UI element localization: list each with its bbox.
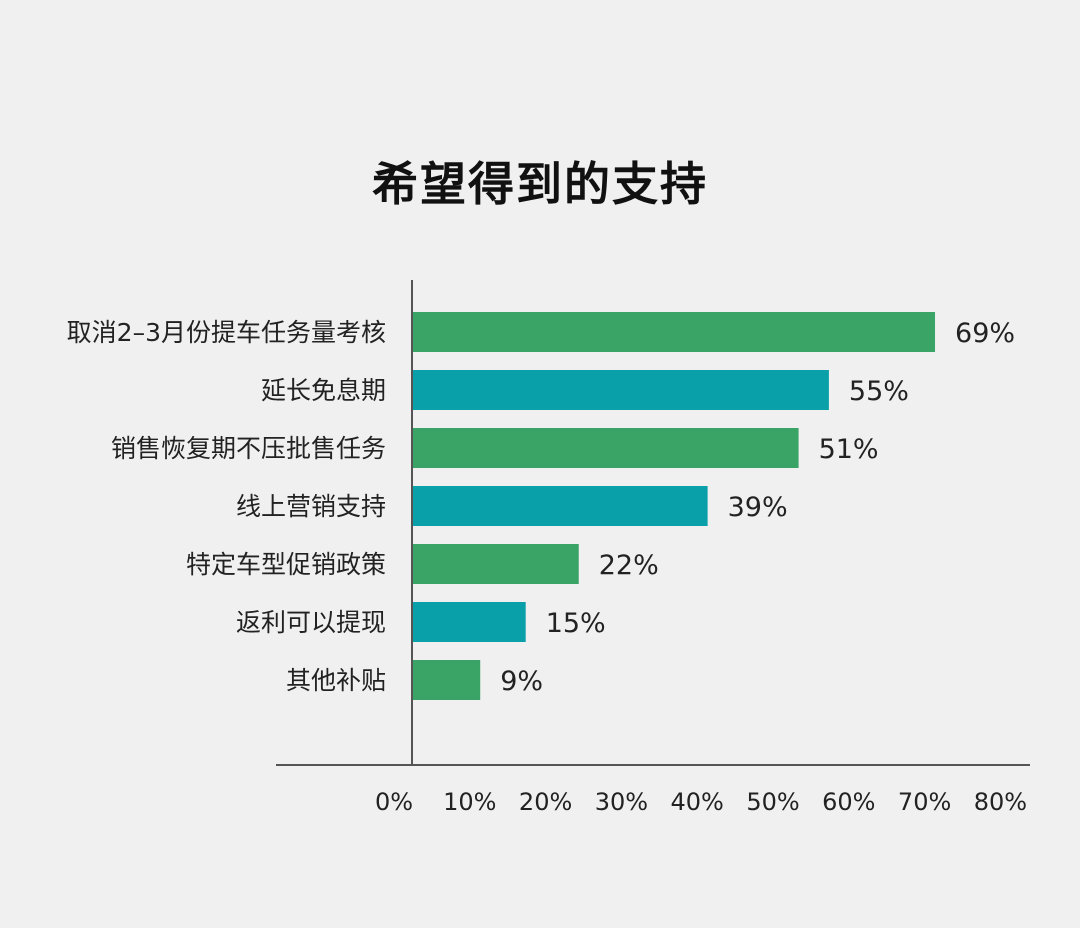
category-label-5: 返利可以提现 <box>236 608 386 637</box>
x-tick-label-4: 40% <box>671 788 724 816</box>
x-tick-label-3: 30% <box>595 788 648 816</box>
x-tick-label-2: 20% <box>519 788 572 816</box>
bar-1 <box>412 370 829 410</box>
value-label-5: 15% <box>546 608 606 639</box>
value-label-3: 39% <box>728 492 788 523</box>
bar-0 <box>412 312 936 352</box>
axes-layer <box>276 280 1030 766</box>
x-tick-label-5: 50% <box>746 788 799 816</box>
x-tick-label-0: 0% <box>375 788 413 816</box>
x-tick-label-8: 80% <box>974 788 1027 816</box>
bar-4 <box>412 544 579 584</box>
category-label-0: 取消2–3月份提车任务量考核 <box>67 318 386 347</box>
x-tick-label-7: 70% <box>898 788 951 816</box>
category-label-2: 销售恢复期不压批售任务 <box>111 434 386 463</box>
value-label-4: 22% <box>599 550 659 581</box>
category-label-4: 特定车型促销政策 <box>186 550 386 579</box>
bar-6 <box>412 660 481 700</box>
bar-5 <box>412 602 526 642</box>
x-tick-label-1: 10% <box>443 788 496 816</box>
value-label-0: 69% <box>955 318 1015 349</box>
value-label-2: 51% <box>819 434 879 465</box>
bar-2 <box>412 428 799 468</box>
bars-layer <box>412 312 936 700</box>
chart-title: 希望得到的支持 <box>372 157 708 211</box>
category-label-1: 延长免息期 <box>261 376 386 405</box>
category-label-6: 其他补贴 <box>286 666 386 695</box>
labels-layer: 取消2–3月份提车任务量考核 69% 延长免息期 55% 销售恢复期不压批售任务 51% 线… <box>67 318 1027 816</box>
bar-3 <box>412 486 708 526</box>
category-label-3: 线上营销支持 <box>236 492 386 521</box>
x-tick-label-6: 60% <box>822 788 875 816</box>
value-label-1: 55% <box>849 376 909 407</box>
value-label-6: 9% <box>500 666 543 697</box>
